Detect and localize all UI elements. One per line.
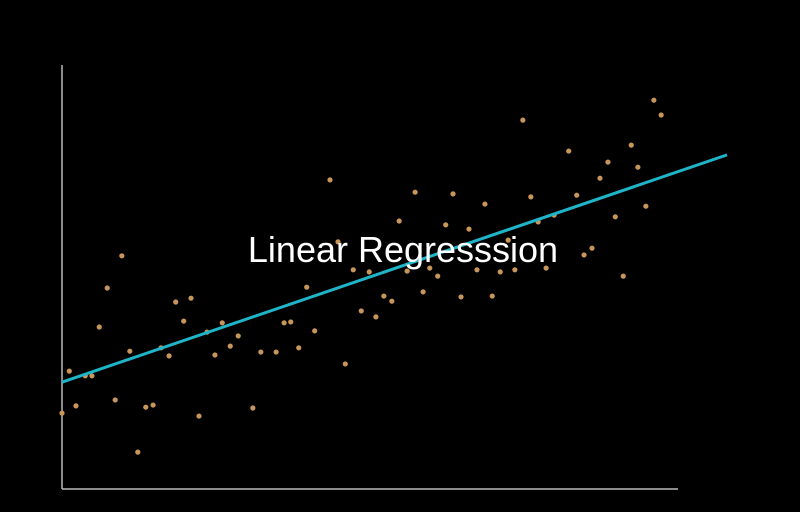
data-point <box>597 175 603 181</box>
data-point <box>104 285 110 291</box>
data-point <box>188 295 194 301</box>
data-point <box>628 142 634 148</box>
data-point <box>635 164 641 170</box>
data-point <box>450 191 456 197</box>
data-point <box>512 267 518 273</box>
data-point <box>273 349 279 355</box>
regression-line <box>61 153 728 384</box>
data-point <box>358 308 364 314</box>
data-point <box>658 112 664 118</box>
data-point <box>73 403 79 409</box>
data-point <box>327 177 333 183</box>
data-point <box>651 97 657 103</box>
data-point <box>119 253 125 259</box>
data-point <box>497 269 503 275</box>
data-point <box>643 203 649 209</box>
data-point <box>112 397 118 403</box>
data-point <box>474 267 480 273</box>
data-point <box>581 252 587 258</box>
data-point <box>173 299 179 305</box>
data-point <box>381 293 387 299</box>
data-point <box>520 117 526 123</box>
data-point <box>420 289 426 295</box>
data-point <box>396 218 402 224</box>
data-point <box>427 265 433 271</box>
data-point <box>143 404 149 410</box>
data-point <box>296 345 302 351</box>
data-point <box>366 269 372 275</box>
data-point <box>212 352 218 358</box>
data-point <box>612 214 618 220</box>
data-point <box>66 368 72 374</box>
data-point <box>482 201 488 207</box>
data-point <box>96 324 102 330</box>
data-point <box>219 320 225 326</box>
data-point <box>312 328 318 334</box>
data-point <box>335 239 341 245</box>
data-point <box>196 413 202 419</box>
data-point <box>135 449 141 455</box>
data-point <box>235 333 241 339</box>
data-point <box>281 320 287 326</box>
data-point <box>443 222 449 228</box>
data-point <box>605 159 611 165</box>
data-point <box>150 402 156 408</box>
data-point <box>620 273 626 279</box>
data-point <box>89 373 95 379</box>
data-point <box>258 349 264 355</box>
data-point <box>466 226 472 232</box>
chart-title: Linear Regresssion <box>248 229 558 270</box>
data-point <box>342 361 348 367</box>
data-point <box>181 318 187 324</box>
data-point <box>589 245 595 251</box>
data-point <box>404 268 410 274</box>
data-point <box>288 319 294 325</box>
data-point <box>250 405 256 411</box>
data-point <box>166 353 172 359</box>
data-point <box>227 343 233 349</box>
data-point <box>543 265 549 271</box>
data-point <box>59 410 65 416</box>
data-point <box>304 284 310 290</box>
data-point <box>458 294 464 300</box>
data-point <box>505 237 511 243</box>
data-point <box>489 293 495 299</box>
data-point <box>528 194 534 200</box>
data-point <box>389 298 395 304</box>
data-point <box>127 348 133 354</box>
data-point <box>435 273 441 279</box>
data-point <box>412 189 418 195</box>
data-point <box>566 148 572 154</box>
data-point <box>574 192 580 198</box>
data-point <box>373 314 379 320</box>
data-point <box>350 267 356 273</box>
